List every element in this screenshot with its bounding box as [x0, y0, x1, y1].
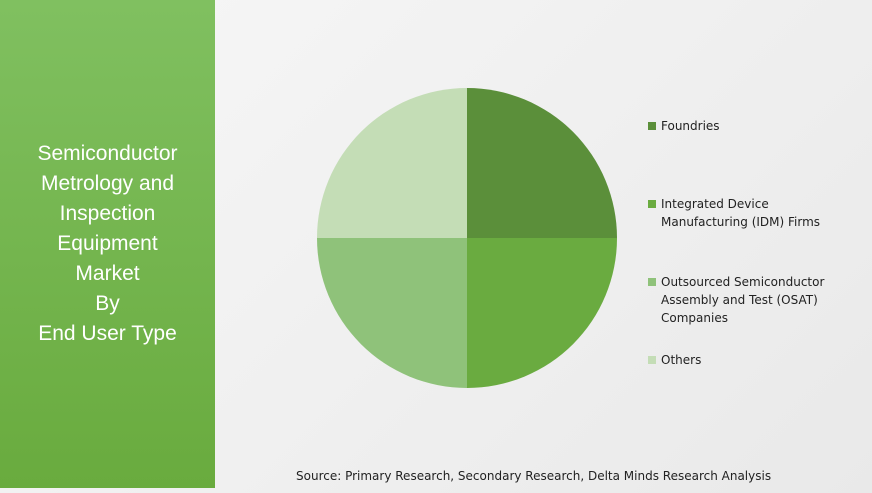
pie-slice	[317, 238, 467, 388]
source-note: Source: Primary Research, Secondary Rese…	[296, 469, 772, 483]
legend-label: Integrated Device Manufacturing (IDM) Fi…	[661, 197, 821, 229]
legend-entry: Others	[648, 351, 848, 369]
legend-swatch	[648, 356, 656, 364]
pie-slice	[467, 88, 617, 238]
title-line: By	[95, 292, 120, 315]
legend-swatch	[648, 122, 656, 130]
title-line: Semiconductor	[37, 142, 178, 165]
title-line: Equipment	[57, 232, 158, 255]
legend-swatch	[648, 200, 656, 208]
title-line: Market	[75, 262, 140, 285]
title-panel: Semiconductor Metrology and Inspection Equi…	[0, 0, 215, 488]
legend-entry: Integrated Device Manufacturing (IDM) Fi…	[648, 195, 848, 231]
pie-slice	[467, 238, 617, 388]
legend-entry: Foundries	[648, 117, 848, 135]
legend-label: Outsourced Semiconductor Assembly and Te…	[661, 275, 825, 325]
legend-label: Foundries	[661, 119, 720, 133]
title-line: Metrology and	[40, 172, 175, 195]
legend-entry: Outsourced Semiconductor Assembly and Te…	[648, 273, 848, 327]
legend-swatch	[648, 278, 656, 286]
legend-label: Others	[661, 353, 702, 367]
title-line: End User Type	[38, 322, 177, 345]
pie-slice	[317, 88, 467, 238]
title-line: Inspection	[59, 202, 156, 225]
